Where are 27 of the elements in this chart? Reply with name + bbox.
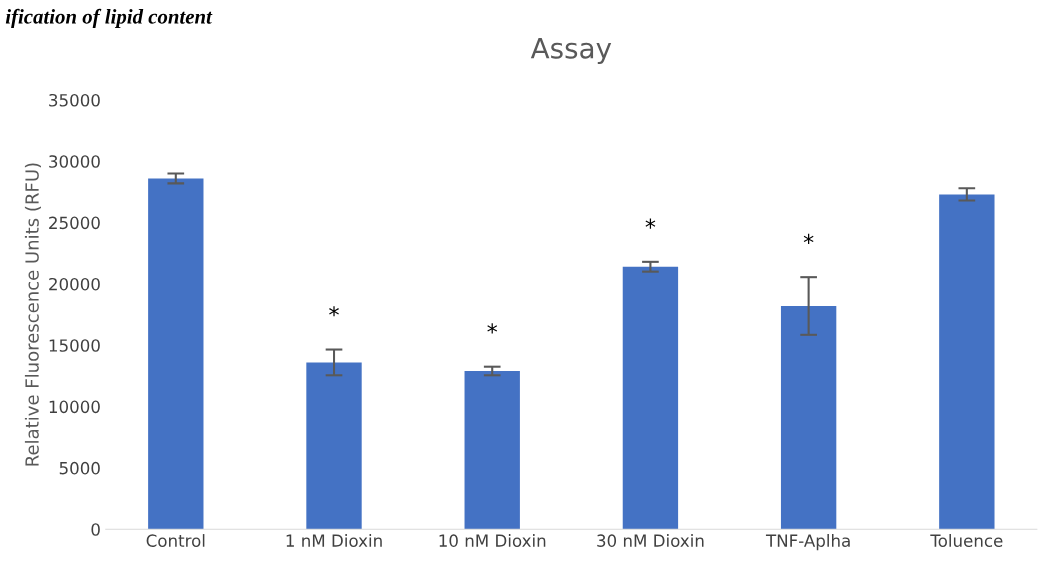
bar [148,178,204,530]
text: ification of lipid content [5,8,213,28]
data-label: * [487,323,498,334]
y-tick-label: 15000 [49,339,100,352]
y-tick-label: 25000 [49,216,100,230]
bar [464,370,520,530]
data-label: * [329,306,339,317]
x-tick-label: 10 nM Dioxin [439,534,546,547]
x-tick-label: 30 nM Dioxin [597,534,704,547]
data-label: * [645,218,656,229]
y-tick-label: 5000 [59,461,100,475]
bar [939,194,995,530]
x-tick-label: TNF-Aplha [765,534,850,551]
y-tick-label: 35000 [49,93,100,107]
x-tick-label: Toluence [930,534,1003,547]
y-tick-label: 0 [91,523,100,536]
x-tick-label: 1 nM Dioxin [286,534,382,547]
y-tick-label: 20000 [49,277,100,291]
data-label: * [803,233,814,244]
y-tick-label: 30000 [49,155,100,168]
y-axis-title: Relative Fluorescence Units (RFU) [24,163,41,466]
x-tick-label: Control [146,534,205,547]
bar [780,306,837,530]
bar [306,362,362,530]
bar [622,266,679,530]
chart-title: Assay [530,38,612,65]
y-tick-label: 10000 [49,400,100,414]
